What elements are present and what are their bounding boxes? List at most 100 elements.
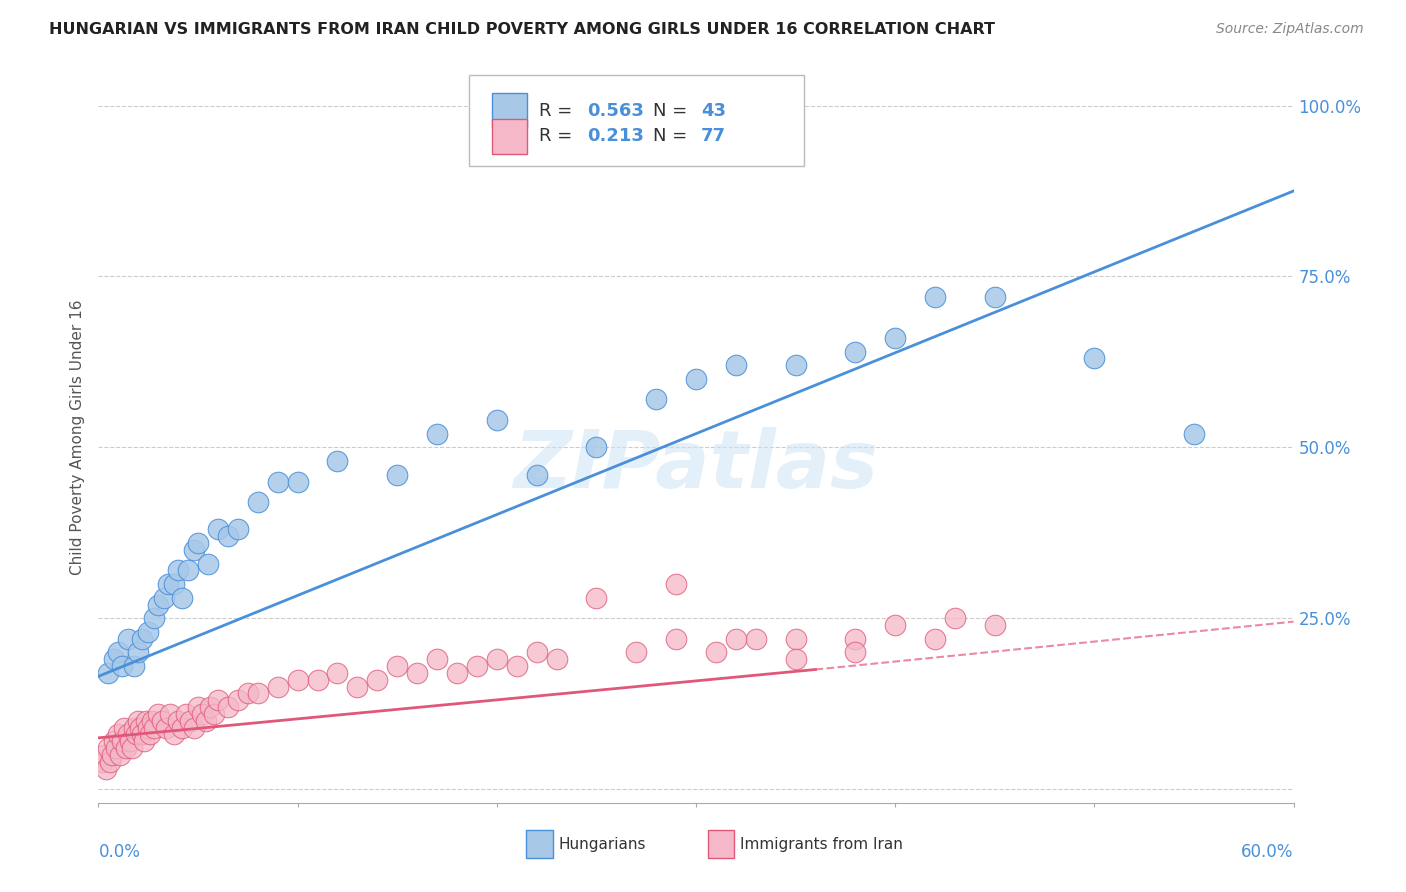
Point	[155, 721, 177, 735]
Point	[287, 475, 309, 489]
Point	[226, 693, 249, 707]
Point	[112, 721, 135, 735]
Point	[172, 721, 194, 735]
Point	[124, 659, 146, 673]
Point	[426, 652, 449, 666]
Point	[585, 591, 607, 605]
Point	[103, 652, 125, 666]
Point	[148, 598, 170, 612]
Point	[485, 652, 508, 666]
Point	[785, 632, 807, 646]
Point	[385, 467, 409, 482]
Text: Source: ZipAtlas.com: Source: ZipAtlas.com	[1216, 22, 1364, 37]
Point	[1083, 351, 1105, 366]
Point	[326, 454, 349, 468]
Text: 0.563: 0.563	[588, 102, 644, 120]
Point	[984, 618, 1007, 632]
Text: 77: 77	[700, 128, 725, 145]
Point	[685, 372, 707, 386]
Point	[101, 747, 124, 762]
Point	[645, 392, 668, 407]
Point	[226, 522, 249, 536]
Text: R =: R =	[540, 128, 578, 145]
Point	[526, 645, 548, 659]
Point	[546, 652, 568, 666]
Text: Hungarians: Hungarians	[558, 837, 645, 852]
Point	[984, 290, 1007, 304]
Point	[134, 734, 156, 748]
Point	[117, 727, 139, 741]
Y-axis label: Child Poverty Among Girls Under 16: Child Poverty Among Girls Under 16	[69, 300, 84, 574]
Point	[131, 727, 153, 741]
Point	[346, 680, 368, 694]
Point	[307, 673, 329, 687]
Point	[665, 632, 688, 646]
Point	[143, 611, 166, 625]
Point	[167, 714, 190, 728]
Point	[153, 591, 176, 605]
Point	[172, 591, 194, 605]
Point	[326, 665, 349, 680]
Point	[485, 413, 508, 427]
Point	[884, 618, 907, 632]
Point	[127, 714, 149, 728]
Point	[924, 632, 946, 646]
Point	[1182, 426, 1205, 441]
Point	[183, 721, 205, 735]
Point	[148, 706, 170, 721]
Point	[465, 659, 488, 673]
Point	[131, 632, 153, 646]
Point	[135, 714, 157, 728]
Point	[724, 359, 747, 373]
Point	[139, 727, 162, 741]
Point	[207, 693, 229, 707]
Point	[117, 632, 139, 646]
Text: ZIPatlas: ZIPatlas	[513, 427, 879, 506]
Point	[426, 426, 449, 441]
Point	[197, 557, 219, 571]
Point	[121, 741, 143, 756]
Point	[167, 563, 190, 577]
Point	[105, 741, 128, 756]
Point	[844, 645, 866, 659]
Text: N =: N =	[652, 128, 693, 145]
FancyBboxPatch shape	[470, 75, 804, 167]
Point	[129, 721, 152, 735]
Point	[585, 440, 607, 454]
Point	[96, 762, 118, 776]
Point	[526, 467, 548, 482]
Point	[157, 577, 180, 591]
Point	[179, 714, 201, 728]
Point	[159, 706, 181, 721]
Point	[246, 495, 269, 509]
Point	[141, 714, 163, 728]
Point	[115, 741, 138, 756]
Point	[785, 359, 807, 373]
Point	[267, 475, 290, 489]
Point	[217, 529, 239, 543]
FancyBboxPatch shape	[526, 830, 553, 858]
Point	[675, 105, 697, 120]
Text: 43: 43	[700, 102, 725, 120]
Point	[446, 665, 468, 680]
Text: HUNGARIAN VS IMMIGRANTS FROM IRAN CHILD POVERTY AMONG GIRLS UNDER 16 CORRELATION: HUNGARIAN VS IMMIGRANTS FROM IRAN CHILD …	[49, 22, 995, 37]
Point	[183, 542, 205, 557]
Point	[844, 632, 866, 646]
Point	[187, 536, 209, 550]
Point	[246, 686, 269, 700]
Text: 0.0%: 0.0%	[98, 843, 141, 861]
Point	[187, 700, 209, 714]
Point	[943, 611, 966, 625]
Text: 0.213: 0.213	[588, 128, 644, 145]
Point	[844, 344, 866, 359]
Point	[366, 673, 388, 687]
Point	[626, 645, 648, 659]
Point	[97, 665, 120, 680]
FancyBboxPatch shape	[492, 119, 527, 154]
Point	[287, 673, 309, 687]
Point	[884, 331, 907, 345]
Point	[111, 659, 134, 673]
Point	[704, 645, 727, 659]
Text: R =: R =	[540, 102, 578, 120]
Point	[107, 645, 129, 659]
